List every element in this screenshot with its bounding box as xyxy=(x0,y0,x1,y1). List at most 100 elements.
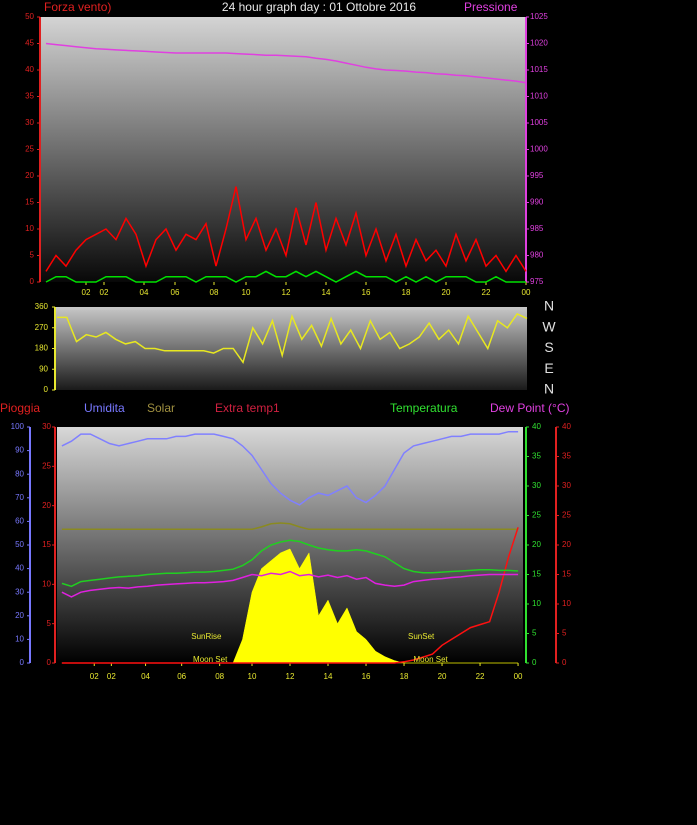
x-tick-label: 20 xyxy=(438,672,447,681)
annotation: SunRise xyxy=(191,632,222,641)
line xyxy=(45,42,527,84)
x-tick-label: 02 xyxy=(107,672,116,681)
x-tick-label: 00 xyxy=(522,288,531,297)
x-tick-label: 18 xyxy=(402,288,411,297)
line xyxy=(57,312,528,365)
line xyxy=(61,430,519,506)
legend-entry: Temperatura xyxy=(390,401,458,415)
y-tick-label: 45 xyxy=(25,39,34,48)
y2-tick-label: W xyxy=(542,318,556,334)
x-tick-label: 02 xyxy=(90,672,99,681)
annotation: Moon Set xyxy=(193,655,228,664)
y2-tick-label: 30 xyxy=(42,422,51,431)
y2-tick-label: 1010 xyxy=(530,92,548,101)
y4-tick-label: 10 xyxy=(562,599,571,608)
y2-tick-label: E xyxy=(544,360,553,376)
y4-tick-label: 35 xyxy=(562,452,571,461)
x-tick-label: 16 xyxy=(362,672,371,681)
line xyxy=(45,186,527,273)
y4-tick-label: 30 xyxy=(562,481,571,490)
y3-tick-label: 0 xyxy=(532,658,537,667)
y3-tick-label: 5 xyxy=(532,629,537,638)
x-tick-label: 04 xyxy=(141,672,150,681)
y-tick-label: 40 xyxy=(25,65,34,74)
y-tick-label: 100 xyxy=(11,422,25,431)
wind-panel xyxy=(40,17,526,282)
y3-tick-label: 15 xyxy=(532,570,541,579)
annotation: Moon Set xyxy=(414,655,449,664)
x-tick-label: 16 xyxy=(362,288,371,297)
y2-tick-label: S xyxy=(544,339,553,355)
y2-tick-label: 990 xyxy=(530,198,544,207)
y-tick-label: 50 xyxy=(15,540,24,549)
y2-tick-label: 5 xyxy=(47,619,52,628)
y-tick-label: 5 xyxy=(30,251,35,260)
line xyxy=(61,522,519,531)
y4-tick-label: 15 xyxy=(562,570,571,579)
y-tick-label: 15 xyxy=(25,198,34,207)
x-tick-label: 00 xyxy=(514,672,523,681)
y-tick-label: 10 xyxy=(25,224,34,233)
x-tick-label: 12 xyxy=(282,288,291,297)
legend-entry: Solar xyxy=(147,401,175,415)
y-tick-label: 180 xyxy=(35,344,49,353)
line xyxy=(45,270,526,283)
x-tick-label: 10 xyxy=(242,288,251,297)
line xyxy=(61,539,519,588)
y-tick-label: 20 xyxy=(25,171,34,180)
y2-tick-label: 20 xyxy=(42,501,51,510)
y4-tick-label: 25 xyxy=(562,511,571,520)
y2-axis-label: Pressione xyxy=(464,0,518,14)
legend-entry: Extra temp1 xyxy=(215,401,280,415)
x-tick-label: 02 xyxy=(82,288,91,297)
x-tick-label: 08 xyxy=(210,288,219,297)
y2-tick-label: 1015 xyxy=(530,65,548,74)
y-tick-label: 270 xyxy=(35,323,49,332)
y-tick-label: 50 xyxy=(25,12,34,21)
legend-entry: Dew Point (°C) xyxy=(490,401,569,415)
y4-tick-label: 0 xyxy=(562,658,567,667)
y3-tick-label: 30 xyxy=(532,481,541,490)
line xyxy=(61,570,519,598)
y-tick-label: 0 xyxy=(20,658,25,667)
x-tick-label: 18 xyxy=(400,672,409,681)
y-tick-label: 80 xyxy=(15,469,24,478)
y2-tick-label: 10 xyxy=(42,579,51,588)
y-tick-label: 90 xyxy=(39,364,48,373)
y-tick-label: 35 xyxy=(25,92,34,101)
y2-tick-label: 975 xyxy=(530,277,544,286)
y2-tick-label: 980 xyxy=(530,251,544,260)
x-tick-label: 22 xyxy=(476,672,485,681)
y-tick-label: 0 xyxy=(30,277,35,286)
y-axis-label: Forza vento) xyxy=(44,0,111,14)
x-tick-label: 02 xyxy=(100,288,109,297)
y2-tick-label: 1020 xyxy=(530,39,548,48)
y3-tick-label: 25 xyxy=(532,511,541,520)
x-tick-label: 04 xyxy=(140,288,149,297)
y4-tick-label: 20 xyxy=(562,540,571,549)
y2-tick-label: 1025 xyxy=(530,12,548,21)
y2-tick-label: 1005 xyxy=(530,118,548,127)
x-tick-label: 06 xyxy=(171,288,180,297)
y-tick-label: 360 xyxy=(35,302,49,311)
x-tick-label: 22 xyxy=(482,288,491,297)
y-tick-label: 25 xyxy=(25,145,34,154)
y2-tick-label: 995 xyxy=(530,171,544,180)
x-tick-label: 14 xyxy=(324,672,333,681)
chart-title: 24 hour graph day : 01 Ottobre 2016 xyxy=(222,0,416,14)
x-tick-label: 06 xyxy=(177,672,186,681)
y2-tick-label: N xyxy=(544,298,554,314)
y-tick-label: 0 xyxy=(44,385,49,394)
y3-tick-label: 35 xyxy=(532,452,541,461)
y-tick-label: 30 xyxy=(15,587,24,596)
x-tick-label: 08 xyxy=(215,672,224,681)
y2-tick-label: 0 xyxy=(47,658,52,667)
y3-tick-label: 40 xyxy=(532,422,541,431)
y3-tick-label: 10 xyxy=(532,599,541,608)
y-tick-label: 70 xyxy=(15,493,24,502)
y-tick-label: 60 xyxy=(15,517,24,526)
x-tick-label: 10 xyxy=(248,672,257,681)
y2-tick-label: N xyxy=(544,381,554,397)
y2-tick-label: 25 xyxy=(42,461,51,470)
